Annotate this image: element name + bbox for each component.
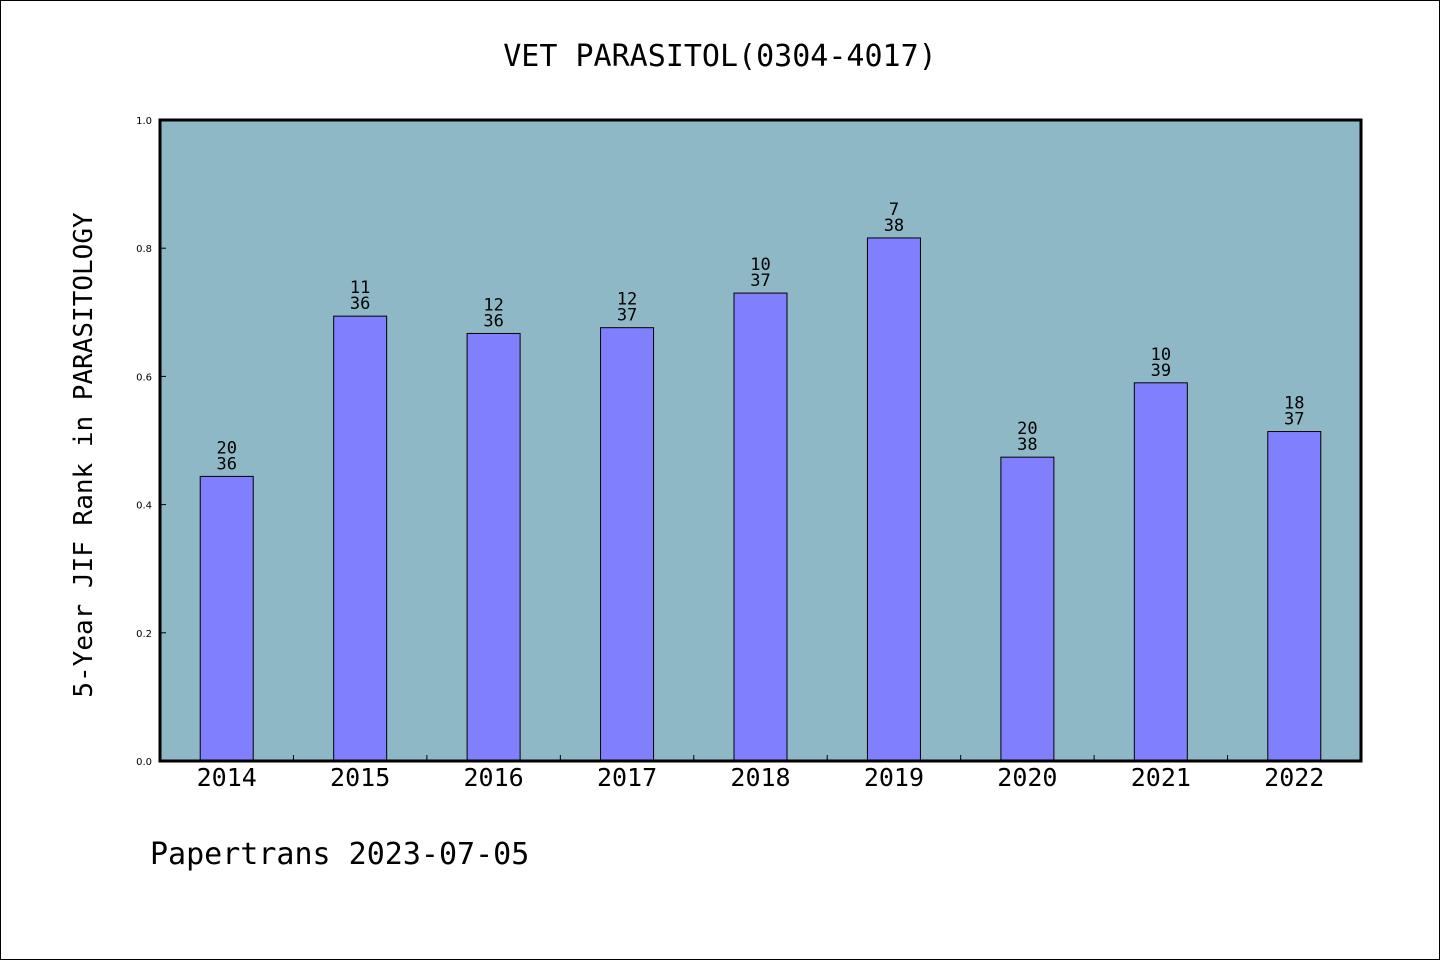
bar-rank-label: 10 — [750, 255, 770, 275]
bar-total-label: 37 — [1284, 410, 1304, 430]
y-axis: 0.0 0.2 0.4 0.6 0.8 1.0 — [136, 116, 166, 768]
bar-rank-label: 18 — [1284, 394, 1304, 414]
bar-2020 — [1000, 456, 1055, 762]
bar-rank-label: 12 — [483, 295, 503, 315]
y-tick-label: 1.0 — [136, 116, 152, 127]
plot-border — [158, 118, 1363, 763]
bar-rank-label: 10 — [1151, 345, 1171, 365]
bar-total-label: 38 — [1017, 435, 1037, 455]
bar-rank-label: 11 — [350, 278, 370, 298]
x-tick-label: 2018 — [730, 763, 790, 792]
x-tick-label: 2014 — [197, 763, 257, 792]
bar-total-label: 39 — [1151, 361, 1171, 381]
bar-total-label: 38 — [884, 216, 904, 236]
x-tick-label: 2022 — [1264, 763, 1324, 792]
y-axis-label: 5-Year JIF Rank in PARASITOLOGY — [69, 212, 99, 698]
bar-2019 — [866, 237, 921, 762]
x-tick-label: 2020 — [997, 763, 1057, 792]
bar-2018 — [733, 292, 788, 762]
y-tick-label: 0.6 — [136, 372, 152, 383]
bar-2015 — [333, 315, 388, 762]
bar-total-label: 36 — [483, 311, 503, 331]
bar-2021 — [1133, 382, 1188, 762]
chart-title: VET PARASITOL(0304-4017) — [503, 39, 936, 74]
y-tick-label: 0.8 — [136, 244, 152, 255]
bar-rank-label: 12 — [617, 290, 637, 310]
x-tick-label: 2016 — [464, 763, 524, 792]
bar-total-label: 37 — [750, 271, 770, 291]
y-tick-label: 0.2 — [136, 629, 152, 640]
footer-text: Papertrans 2023-07-05 — [150, 837, 529, 872]
bar-total-label: 36 — [350, 294, 370, 314]
bar-2022 — [1267, 431, 1322, 762]
x-tick-label: 2015 — [330, 763, 390, 792]
bar-2014 — [199, 475, 254, 762]
y-tick-label: 0.0 — [136, 757, 152, 768]
y-tick-label: 0.4 — [136, 501, 152, 512]
bar-total-label: 36 — [216, 454, 236, 474]
x-axis: 2014 2015 2016 2017 2018 2019 2020 2021 2022 — [197, 755, 1324, 792]
bar-rank-label: 7 — [889, 200, 899, 220]
bar-rank-label: 20 — [1017, 419, 1037, 439]
bar-rank-label: 20 — [216, 438, 236, 458]
bar-total-label: 37 — [617, 306, 637, 326]
x-tick-label: 2019 — [864, 763, 924, 792]
x-tick-label: 2021 — [1131, 763, 1191, 792]
bars-group — [199, 237, 1322, 762]
bar-2016 — [466, 332, 521, 762]
bar-2017 — [600, 327, 655, 762]
x-tick-label: 2017 — [597, 763, 657, 792]
